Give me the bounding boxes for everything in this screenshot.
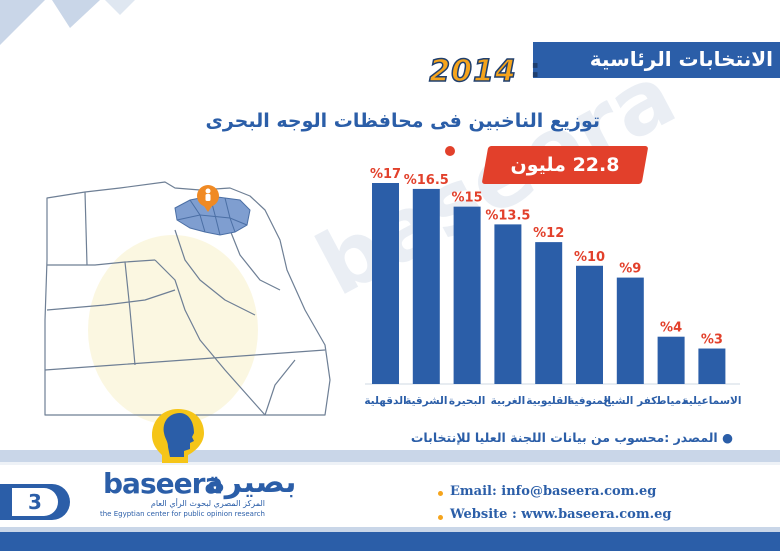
category-label-1: الدقهلية (364, 395, 406, 407)
total-voters-label: 22.8 مليون (510, 154, 620, 176)
footer-band (0, 532, 780, 551)
email-bullet (438, 491, 443, 496)
bar-value-label-9: %3 (701, 333, 723, 348)
logo-english: baseera (103, 467, 223, 500)
category-label-3: البحيرة (449, 395, 485, 407)
bar-value-label-4: %13.5 (485, 208, 530, 223)
egypt-map (44, 181, 331, 416)
bar-2 (412, 188, 440, 384)
bar-value-label-6: %10 (574, 250, 605, 265)
page-number: 3 (28, 490, 42, 514)
category-label-7: كفر الشيخ (603, 395, 658, 407)
category-label-8: دمياط (656, 395, 688, 407)
logo-head-icon (152, 409, 204, 463)
bar-8 (657, 336, 685, 384)
category-label-6: المنوفية (568, 395, 611, 407)
bottom-band-line (0, 462, 780, 465)
contact-website[interactable]: Website : www.baseera.com.eg (450, 507, 672, 522)
website-bullet (438, 515, 443, 520)
bar-6 (576, 265, 603, 384)
category-label-5: القليوبية (526, 395, 571, 407)
page-number-tab-inner (12, 488, 58, 516)
bar-chart: %17 الدقهلية %16.5 الشرقية %15 البحيرة %13.5 ال… (364, 167, 741, 407)
logo-arabic-subtitle: المركز المصري لبحوث الرأي العام (150, 499, 265, 508)
total-marker-dot (445, 146, 455, 156)
category-label-2: الشرقية (405, 395, 447, 407)
bar-5 (535, 242, 563, 384)
bar-1 (372, 183, 399, 384)
contact-email[interactable]: Email: info@baseera.com.eg (450, 484, 657, 499)
source-text: المصدر :محسوب من بيانات اللجنة العليا لل… (410, 430, 718, 445)
footer-band-light (0, 527, 780, 532)
bar-value-label-7: %9 (619, 262, 641, 277)
logo-english-subtitle: the Egyptian center for public opinion r… (100, 510, 265, 518)
bar-value-label-8: %4 (660, 321, 682, 336)
bar-value-label-2: %16.5 (404, 173, 449, 188)
header-title: الانتخابات الرئاسية (589, 47, 773, 71)
source-bullet: ● (722, 430, 733, 445)
category-label-4: الغربية (491, 395, 526, 407)
source-note: ● المصدر :محسوب من بيانات اللجنة العليا … (408, 428, 733, 448)
header-bar (533, 42, 780, 78)
bar-value-label-3: %15 (452, 191, 483, 206)
year-label: 2014 (429, 54, 517, 89)
location-pin-icon (197, 185, 219, 212)
bar-9 (698, 348, 726, 384)
year-colon: : (530, 54, 541, 84)
bottom-band-top (0, 450, 780, 464)
category-label-9: الاسماعيلية (682, 395, 741, 407)
chart-subtitle: توزيع الناخبين فى محافظات الوجه البحرى (205, 110, 600, 132)
bar-value-label-1: %17 (370, 167, 401, 182)
corner-decoration (0, 0, 135, 45)
watermark-bulb (88, 235, 258, 425)
bar-3 (453, 206, 481, 384)
bar-7 (616, 277, 644, 384)
bar-value-label-5: %12 (533, 226, 564, 241)
bar-4 (494, 224, 522, 384)
logo-arabic: بصيرة (207, 465, 297, 500)
